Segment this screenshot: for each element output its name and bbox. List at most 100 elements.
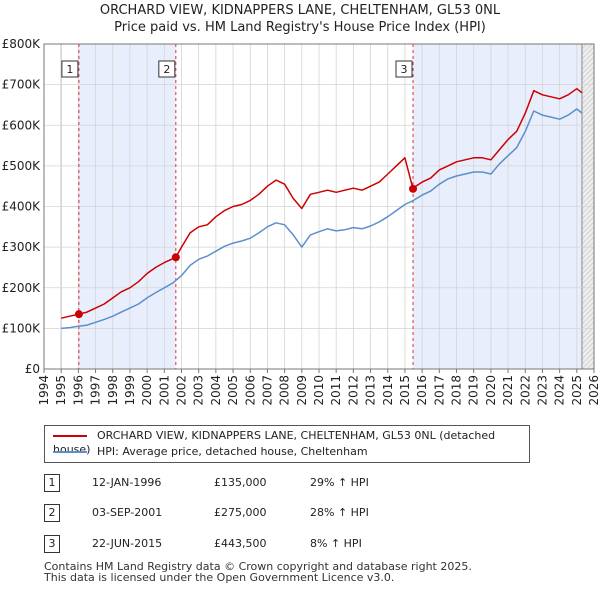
legend-item-hpi: HPI: Average price, detached house, Chel… [53,445,368,459]
price-chart: 1 2 3 £0 £100K £200K £300K £400K £500K £600K £700… [2,37,600,406]
future-hatch [581,186,595,200]
future-hatch [581,286,595,300]
x-tick-label: 2008 [278,375,292,406]
future-hatch [581,126,595,140]
legend-swatch-hpi [53,451,87,453]
x-tick-label: 2011 [329,375,343,406]
future-hatch [581,291,595,305]
future-hatch [581,331,595,345]
future-hatch [581,226,595,240]
x-tick-label: 2010 [312,375,326,406]
sale-date: 12-JAN-1996 [92,476,162,489]
future-hatch [581,301,595,315]
future-hatch [581,43,593,55]
footer-license: This data is licensed under the Open Gov… [44,571,395,584]
sale-label-box [395,60,413,78]
x-tick-label: 2023 [535,375,549,406]
future-hatch [581,216,595,230]
future-hatch [581,146,595,160]
y-tick-label: £300K [2,240,42,254]
x-tick-label: 2002 [175,375,189,406]
series-line-hpi [61,108,583,330]
legend: ORCHARD VIEW, KIDNAPPERS LANE, CHELTENHA… [44,425,530,463]
sale-price: £275,000 [214,506,267,519]
future-hatch [586,361,595,370]
future-hatch [581,221,595,235]
future-hatch [581,181,595,195]
x-tick-label: 2014 [381,375,395,406]
x-tick-label: 2007 [260,375,274,406]
future-hatch [581,161,595,175]
sale-hpi-diff: 8% ↑ HPI [310,537,362,550]
future-hatch [581,176,595,190]
future-hatch [581,56,595,70]
future-hatch [581,241,595,255]
x-tick-label: 2000 [140,375,154,406]
future-hatch [581,276,595,290]
x-tick-label: 2005 [226,375,240,406]
sale-date: 03-SEP-2001 [92,506,163,519]
sale-number-badge: 3 [44,535,60,553]
x-tick-label: 2016 [415,375,429,406]
x-tick-label: 2024 [553,375,567,406]
future-hatch [581,76,595,90]
sale-point [74,310,83,319]
future-hatch [581,51,595,65]
future-hatch [581,43,588,50]
x-tick-label: 2013 [364,375,378,406]
future-hatch [581,151,595,165]
y-tick-label: £0 [25,362,40,376]
future-hatch [581,211,595,225]
sale-price: £443,500 [214,537,267,550]
x-tick-label: 2026 [587,375,600,406]
future-hatch [581,296,595,310]
future-hatch [581,196,595,210]
sale-number-badge: 2 [44,504,60,522]
future-hatch [581,306,595,320]
chart-subtitle: Price paid vs. HM Land Registry's House … [114,20,486,35]
future-hatch [581,131,595,145]
x-tick-label: 2019 [467,375,481,406]
x-tick-label: 1997 [89,375,103,406]
series-line-property [61,87,583,319]
future-hatch [581,171,595,185]
future-hatch [581,141,595,155]
future-hatch [581,311,595,325]
future-hatch [581,46,595,60]
future-hatch [581,316,595,330]
x-tick-label: 2003 [192,375,206,406]
future-hatch [581,351,595,365]
future-hatch [581,251,595,265]
future-hatch [581,96,595,110]
sale-label-box [158,60,176,78]
x-tick-label: 1996 [71,375,85,406]
future-hatch [581,266,595,280]
table-row: 2 03-SEP-2001 £275,000 28% ↑ HPI [44,504,564,522]
sale-number-badge: 1 [44,474,60,492]
future-hatch [581,326,595,340]
x-tick-label: 2015 [398,375,412,406]
sale-point [171,253,180,262]
x-tick-label: 1994 [37,375,51,406]
future-hatch [581,336,595,350]
x-tick-label: 2012 [346,375,360,406]
future-hatch [581,101,595,115]
y-tick-label: £500K [2,159,42,173]
sale-date: 22-JUN-2015 [92,537,163,550]
future-hatch [581,201,595,215]
future-hatch [581,61,595,75]
x-tick-label: 2025 [570,375,584,406]
legend-item-property: ORCHARD VIEW, KIDNAPPERS LANE, CHELTENHA… [53,429,529,456]
future-hatch [581,106,595,120]
future-hatch [581,261,595,275]
y-tick-label: £100K [2,321,42,335]
x-tick-label: 2022 [518,375,532,406]
sale-price: £135,000 [214,476,267,489]
future-hatch [581,246,595,260]
sale-label-text: 2 [163,63,170,76]
x-tick-label: 2021 [501,375,515,406]
future-hatch [581,356,595,370]
x-tick-label: 2020 [484,375,498,406]
footer-copyright: Contains HM Land Registry data © Crown c… [44,560,472,573]
table-row: 1 12-JAN-1996 £135,000 29% ↑ HPI [44,474,564,492]
